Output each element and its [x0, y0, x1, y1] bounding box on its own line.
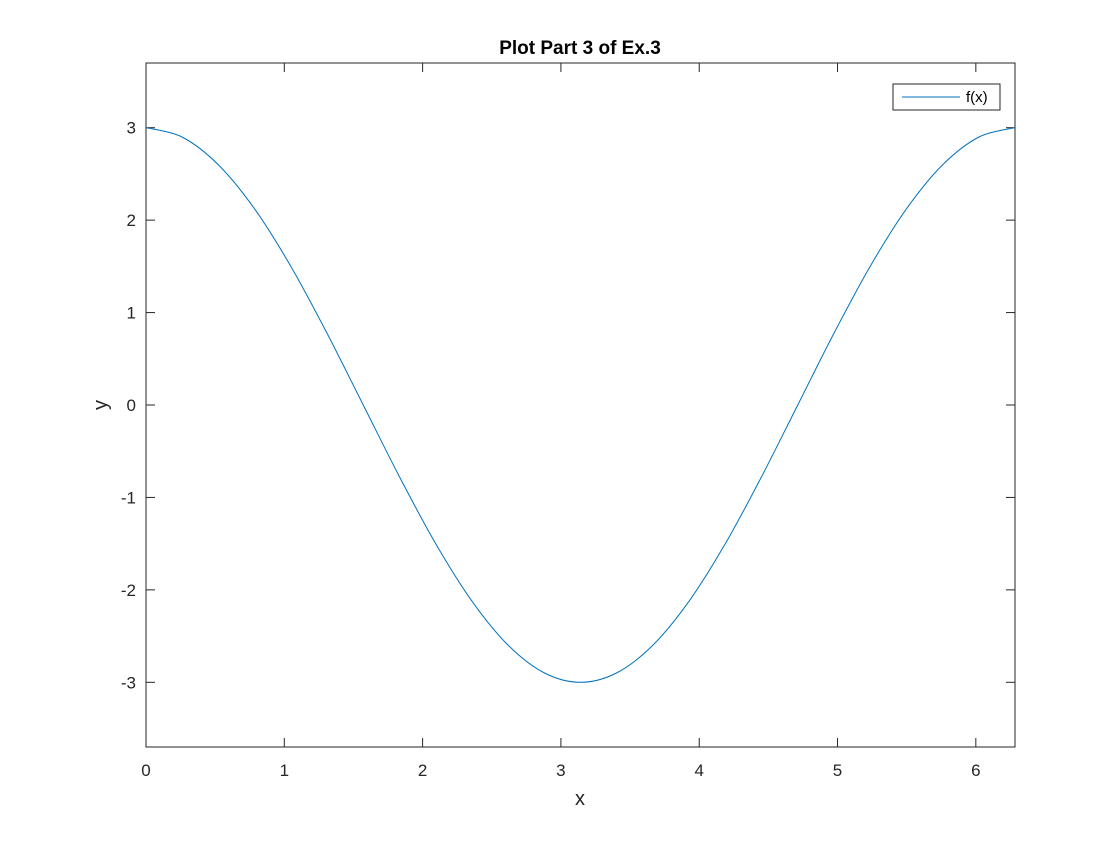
y-tick-label: 2: [127, 211, 136, 230]
x-tick-label: 4: [694, 761, 703, 780]
series-layer: [145, 127, 1016, 683]
legend: f(x): [892, 83, 1001, 111]
x-tick-label: 3: [556, 761, 565, 780]
y-tick-label: -3: [121, 673, 136, 692]
x-tick-label: 0: [141, 761, 150, 780]
x-tick-label: 6: [971, 761, 980, 780]
series-line-f-x: [145, 127, 1016, 683]
x-tick-label: 2: [418, 761, 427, 780]
y-tick-label: 0: [127, 396, 136, 415]
legend-entry-f-x: f(x): [966, 89, 988, 106]
chart-title: Plot Part 3 of Ex.3: [499, 38, 661, 59]
x-tick-label: 1: [280, 761, 289, 780]
y-axis-label: y: [90, 400, 112, 410]
y-tick-label: 1: [127, 304, 136, 323]
ticks-layer: 0 1 2 3 4 5 6 -3 -2 -1 0 1 2 3: [121, 63, 1015, 780]
y-tick-label: -1: [121, 488, 136, 507]
x-axis-label: x: [575, 788, 585, 810]
plot-area: [145, 62, 1016, 748]
y-tick-label: -2: [121, 581, 136, 600]
y-tick-label: 3: [127, 119, 136, 138]
x-tick-label: 5: [833, 761, 842, 780]
